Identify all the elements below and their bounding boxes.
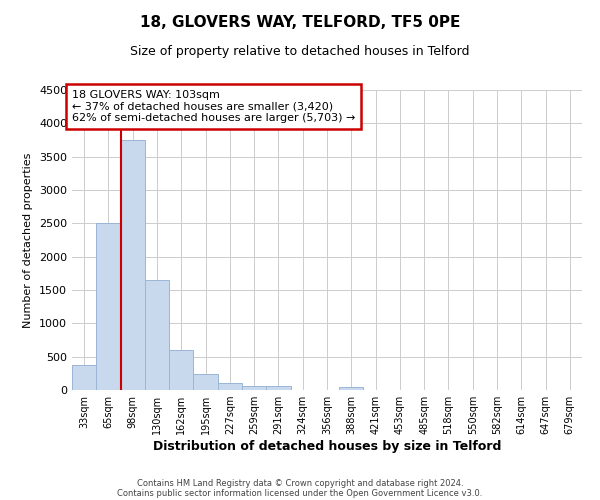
Text: 18 GLOVERS WAY: 103sqm
← 37% of detached houses are smaller (3,420)
62% of semi-: 18 GLOVERS WAY: 103sqm ← 37% of detached… <box>72 90 355 123</box>
Text: Size of property relative to detached houses in Telford: Size of property relative to detached ho… <box>130 45 470 58</box>
Bar <box>121 140 145 390</box>
Bar <box>169 350 193 390</box>
Bar <box>145 280 169 390</box>
Text: Contains HM Land Registry data © Crown copyright and database right 2024.: Contains HM Land Registry data © Crown c… <box>137 478 463 488</box>
Bar <box>72 365 96 390</box>
Y-axis label: Number of detached properties: Number of detached properties <box>23 152 34 328</box>
Text: 18, GLOVERS WAY, TELFORD, TF5 0PE: 18, GLOVERS WAY, TELFORD, TF5 0PE <box>140 15 460 30</box>
Text: Contains public sector information licensed under the Open Government Licence v3: Contains public sector information licen… <box>118 488 482 498</box>
Bar <box>218 383 242 390</box>
X-axis label: Distribution of detached houses by size in Telford: Distribution of detached houses by size … <box>153 440 501 453</box>
Bar <box>193 374 218 390</box>
Bar <box>242 386 266 390</box>
Bar <box>339 386 364 390</box>
Bar <box>96 224 121 390</box>
Bar <box>266 386 290 390</box>
